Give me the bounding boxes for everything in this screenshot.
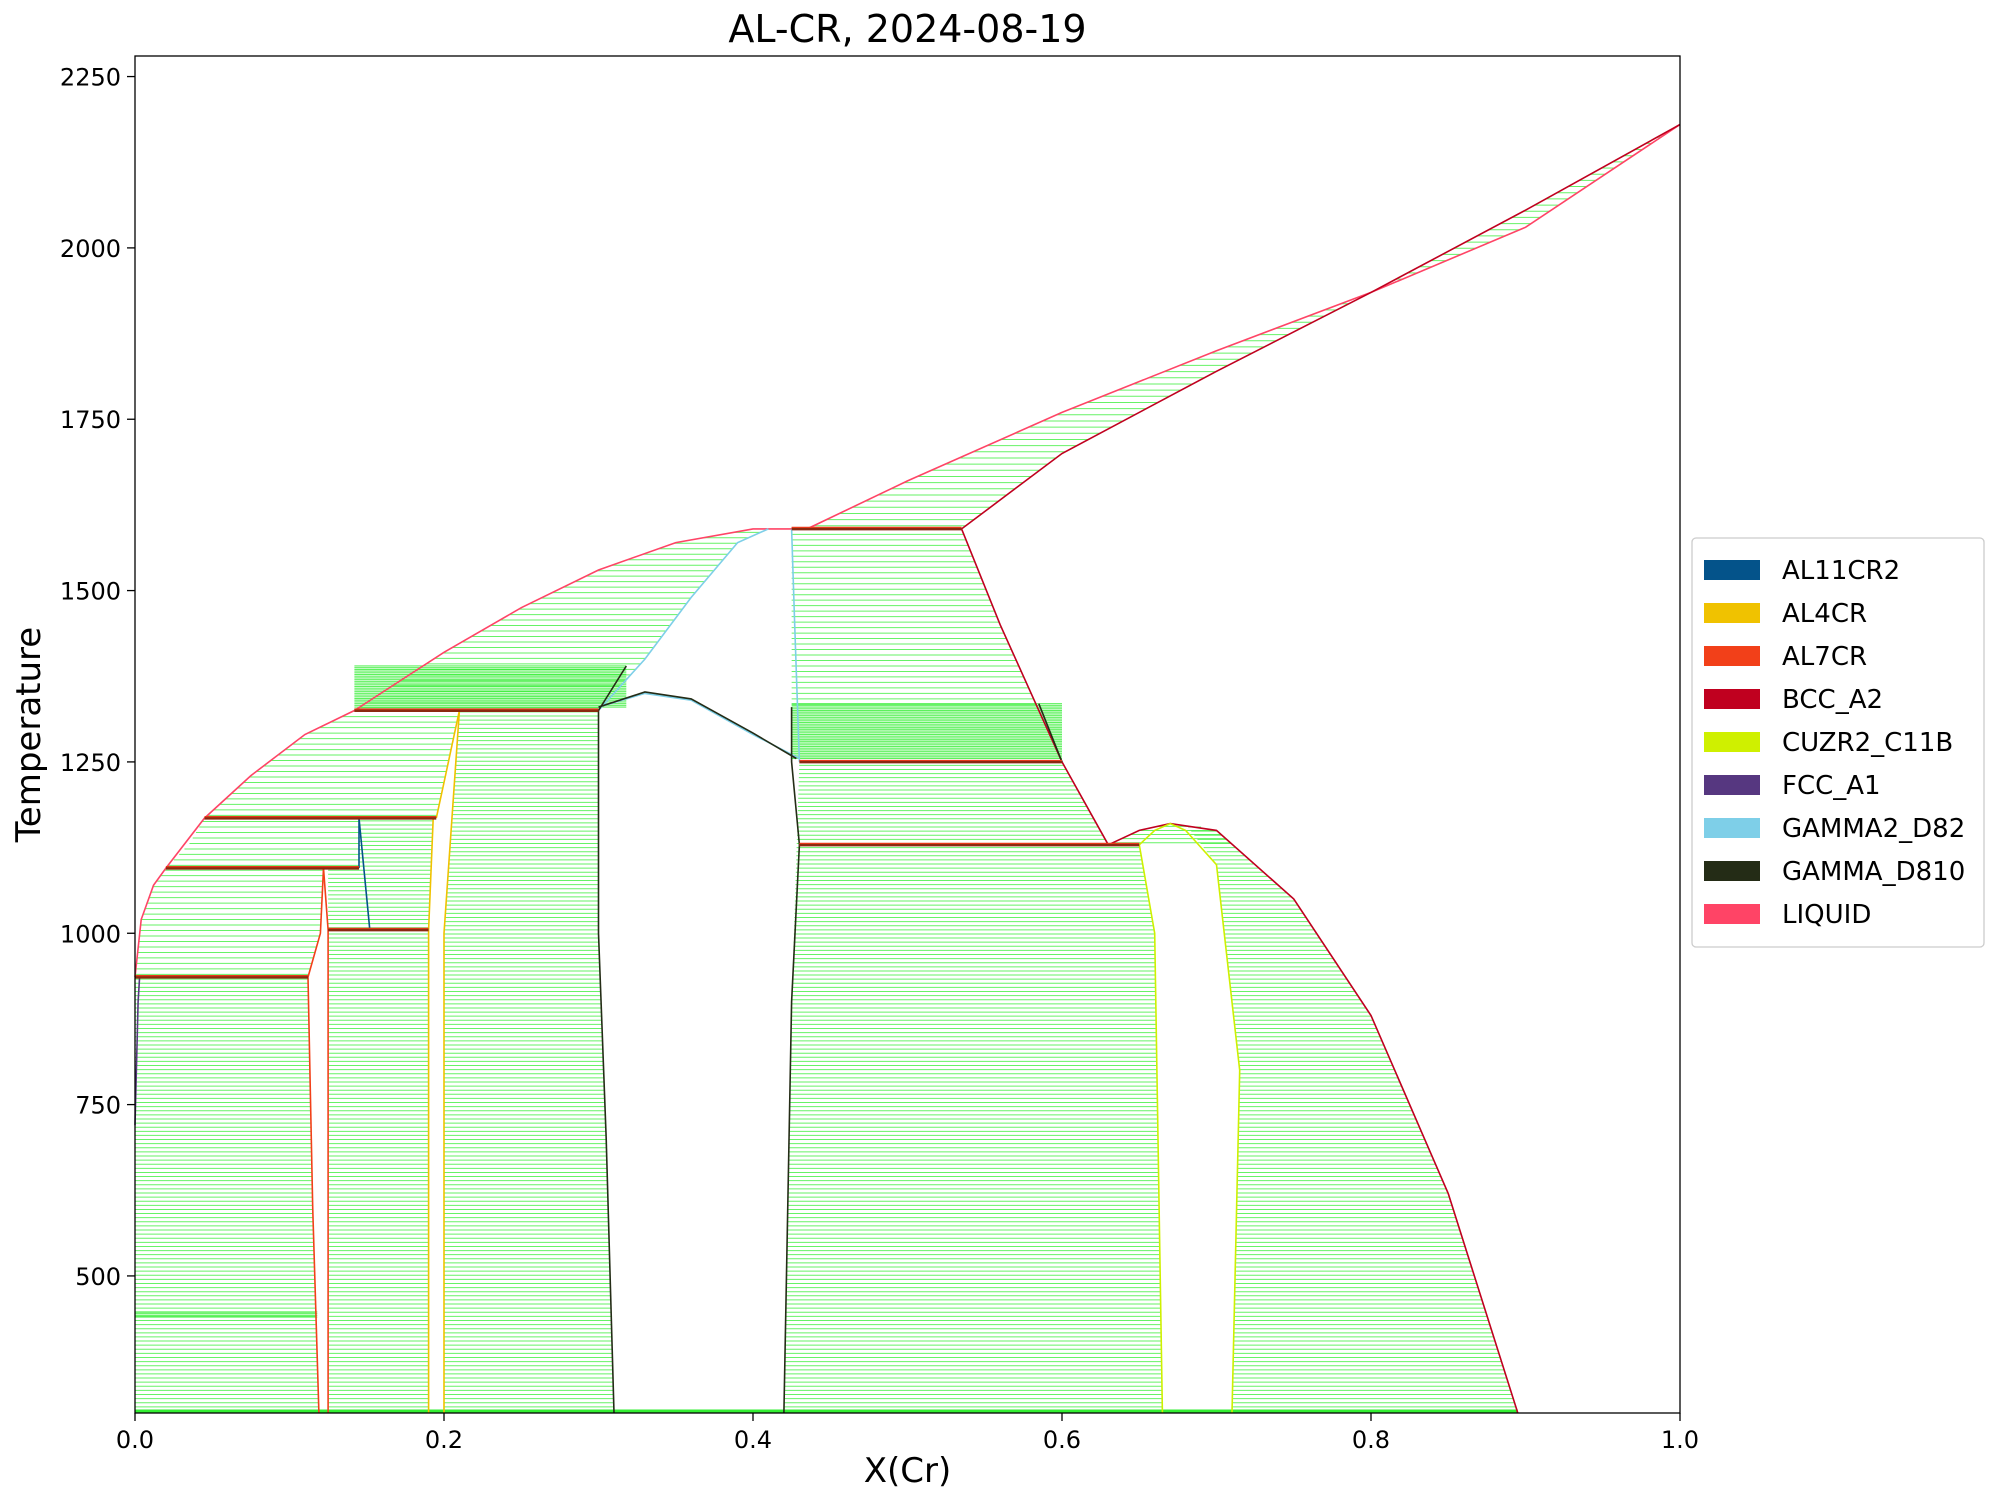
phase-boundary-gamma-d810: [597, 665, 627, 711]
x-tick-label: 0.2: [425, 1426, 463, 1454]
legend-label-gamma-d810: GAMMA_D810: [1782, 857, 1965, 887]
phase-boundary-al4cr: [443, 710, 461, 1413]
legend-swatch-gamma2-d82: [1704, 818, 1760, 838]
phase-boundary-gamma-d810: [1038, 703, 1063, 763]
legend: AL11CR2 AL4CR AL7CR BCC_A2 CUZR2_C11B FCC_A1 G…: [1691, 537, 1985, 948]
phase-boundary-al7cr: [307, 977, 320, 1414]
tieline-group-gamma-bcc-lower: [783, 764, 1163, 1412]
y-tick-label: 1500: [60, 578, 121, 606]
phase-boundary-al11cr2: [358, 818, 371, 930]
legend-label-gamma2-d82: GAMMA2_D82: [1782, 814, 1965, 844]
legend-box: [1691, 537, 1985, 948]
axis-ticks: 0.0 0.2 0.4 0.6 0.8 1.0 500 750 1000 1250 1500 1750…: [60, 64, 1699, 1454]
x-tick-label: 1.0: [1661, 1426, 1699, 1454]
tieline-group-liquid-al4cr: [207, 710, 460, 816]
chart-title: AL-CR, 2024-08-19: [728, 7, 1086, 51]
legend-label-fcc-a1: FCC_A1: [1782, 771, 1881, 801]
phase-boundary-gamma2-d82: [597, 528, 769, 712]
tieline-group-al7cr-al11cr2: [328, 933, 429, 1412]
tieline-group-al11cr2-al4cr: [328, 820, 434, 929]
phase-boundary-bcc-a2: [960, 528, 1109, 846]
tieline-group-liquid-al7cr: [135, 869, 324, 975]
tieline-group-liquid-bcc-high: [813, 124, 1680, 527]
legend-swatch-al11cr2: [1704, 560, 1760, 580]
legend-label-al4cr: AL4CR: [1782, 599, 1867, 629]
phase-boundary-cuzr2-c11b: [1138, 822, 1241, 1414]
x-axis-label: X(Cr): [864, 1451, 952, 1491]
phase-boundary-cuzr2-c11b: [1138, 844, 1164, 1414]
y-tick-label: 1250: [60, 749, 121, 777]
y-tick-label: 1000: [60, 920, 121, 948]
legend-swatch-cuzr2-c11b: [1704, 732, 1760, 752]
phase-boundary-gamma2-d82: [790, 528, 801, 762]
x-tick-label: 0.4: [734, 1426, 772, 1454]
legend-label-cuzr2-c11b: CUZR2_C11B: [1782, 728, 1953, 758]
legend-swatch-bcc-a2: [1704, 689, 1760, 709]
legend-label-al7cr: AL7CR: [1782, 642, 1867, 672]
legend-swatch-al7cr: [1704, 646, 1760, 666]
phase-boundary-gamma-d810: [597, 710, 615, 1414]
phase-boundary-bcc-a2: [1107, 822, 1519, 1414]
y-tick-label: 750: [75, 1092, 121, 1120]
tieline-group-al-al7cr: [135, 978, 319, 1412]
x-tick-label: 0.6: [1043, 1426, 1081, 1454]
tieline-group-al4cr-gamma: [444, 711, 614, 1412]
phase-boundary-al7cr: [322, 868, 329, 1413]
legend-label-al11cr2: AL11CR2: [1782, 556, 1900, 586]
phase-boundary-al4cr: [435, 710, 461, 819]
legend-swatch-al4cr: [1704, 603, 1760, 623]
dense-tieline-band-1: [791, 703, 1062, 760]
dense-tieline-band-2: [135, 1311, 318, 1318]
tieline-group-gamma-bcc-region: [791, 533, 1037, 705]
phase-boundary-gamma-d810: [598, 691, 797, 760]
legend-label-liquid: LIQUID: [1782, 900, 1871, 930]
phase-boundary-bcc-a2: [961, 123, 1681, 530]
legend-swatch-liquid: [1704, 904, 1760, 924]
phase-boundary-liquid: [134, 123, 1681, 978]
phase-boundary-fcc-a1: [134, 977, 141, 1126]
y-tick-label: 2250: [60, 64, 121, 92]
phase-boundary-al4cr: [427, 818, 434, 1413]
legend-label-bcc-a2: BCC_A2: [1782, 685, 1883, 715]
x-tick-label: 0.0: [116, 1426, 154, 1454]
phase-boundary-al7cr: [307, 868, 325, 978]
tieline-group-liquid-al11cr2: [168, 821, 360, 866]
x-tick-label: 0.8: [1352, 1426, 1390, 1454]
legend-swatch-gamma-d810: [1704, 861, 1760, 881]
y-axis-label: Temperature: [9, 627, 49, 843]
y-tick-label: 500: [75, 1263, 121, 1291]
y-tick-label: 2000: [60, 235, 121, 263]
plot-frame: [134, 55, 1681, 1414]
tieline-group-bcc-cuzr2: [1188, 826, 1518, 1412]
y-tick-label: 1750: [60, 406, 121, 434]
plot-area: [134, 123, 1681, 1414]
legend-swatch-fcc-a1: [1704, 775, 1760, 795]
